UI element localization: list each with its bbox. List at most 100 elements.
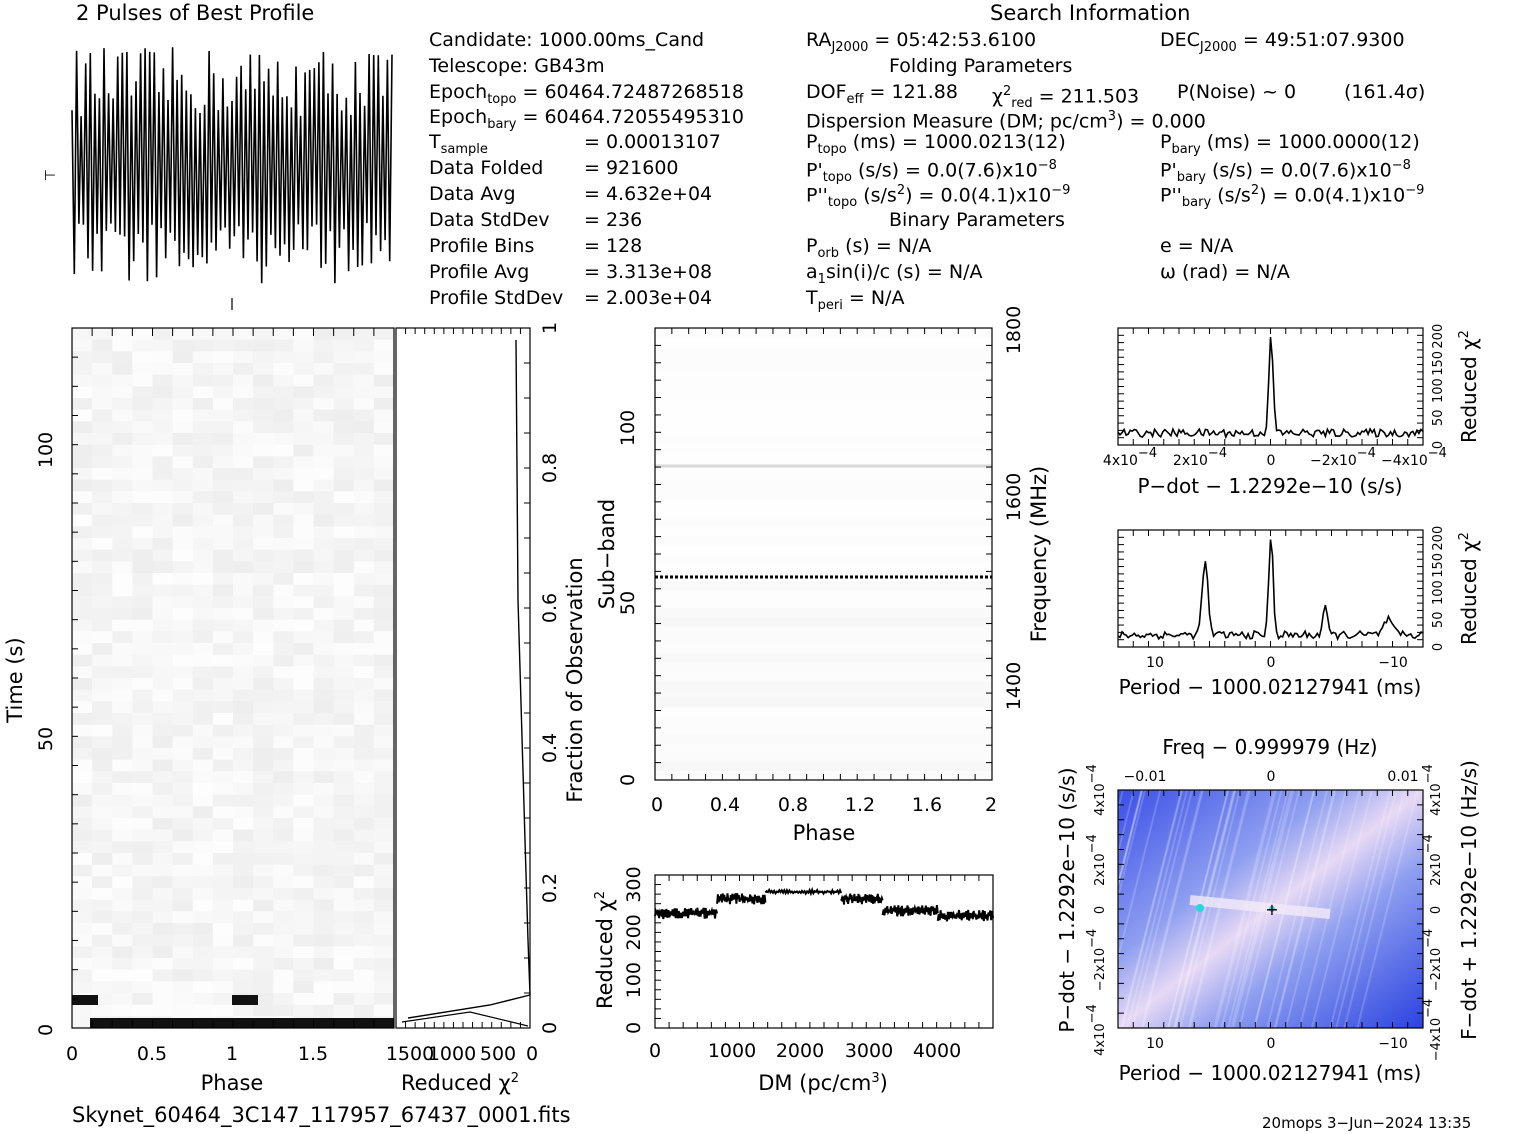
heatmap-cell: [253, 969, 274, 982]
heatmap-cell: [293, 678, 314, 691]
heatmap-cell: [92, 619, 113, 632]
heatmap-cell: [92, 374, 113, 387]
heatmap-cell: [212, 806, 234, 819]
heatmap-cell: [273, 433, 294, 446]
heatmap-cell: [253, 596, 274, 609]
heatmap-cell: [353, 724, 375, 737]
heatmap-cell: [112, 433, 133, 446]
omega-line: ω (rad) = N/A: [1160, 261, 1290, 283]
heatmap-cell: [212, 841, 234, 854]
heatmap-cell: [333, 654, 355, 667]
heatmap-row: [655, 463, 992, 474]
heatmap-cell: [253, 351, 274, 364]
heatmap-cell: [172, 934, 194, 947]
heatmap-cell: [72, 503, 93, 516]
heatmap-cell: [172, 666, 194, 679]
heatmap-cell: [333, 561, 355, 574]
heatmap-cell: [212, 993, 234, 1006]
heatmap-cell: [273, 596, 294, 609]
heatmap-cell: [233, 724, 254, 737]
heatmap-cell: [192, 934, 214, 947]
heatmap-cell: [212, 503, 234, 516]
heatmap-cell: [293, 374, 314, 387]
heatmap-cell: [72, 701, 93, 714]
error-bar-icon: ⊢: [44, 168, 56, 184]
profile-bins-value: = 128: [584, 235, 643, 257]
heatmap-cell: [192, 911, 214, 924]
heatmap-cell: [172, 573, 194, 586]
heatmap-cell: [172, 841, 194, 854]
time-phase-plot: 0 0.5 1 1.5 0 50 100 Phase Time (s): [3, 327, 395, 1095]
heatmap-cell: [293, 596, 314, 609]
heatmap-cell: [253, 409, 274, 422]
heatmap-cell: [72, 759, 93, 772]
heatmap-cell: [172, 853, 194, 866]
heatmap-row: [655, 517, 992, 528]
heatmap-cell: [172, 713, 194, 726]
heatmap-cell: [192, 876, 214, 889]
heatmap-cell: [313, 736, 335, 749]
heatmap-cell: [132, 514, 153, 527]
heatmap-cell: [112, 538, 133, 551]
heatmap-cell: [353, 771, 375, 784]
heatmap-cell: [313, 771, 335, 784]
heatmap-cell: [253, 736, 274, 749]
heatmap-cell: [172, 339, 194, 352]
heatmap-cell: [293, 783, 314, 796]
heatmap-cell: [152, 619, 174, 632]
heatmap-cell: [92, 433, 113, 446]
x-tick-label: 2: [985, 794, 997, 816]
heatmap-cell: [313, 829, 335, 842]
heatmap-cell: [192, 631, 214, 644]
heatmap-cell: [373, 724, 395, 737]
heatmap-cell: [172, 374, 194, 387]
x-tick-label: 0: [649, 1040, 661, 1062]
heatmap-cell: [92, 468, 113, 481]
heatmap-cell: [192, 374, 214, 387]
heatmap-cell: [353, 491, 375, 504]
heatmap-cell: [373, 561, 395, 574]
heatmap-cell: [273, 678, 294, 691]
heatmap-cell: [273, 771, 294, 784]
stripe: [1187, 789, 1250, 1029]
heatmap-cell: [353, 666, 375, 679]
heatmap-cell: [333, 923, 355, 936]
heatmap-cell: [72, 771, 93, 784]
heatmap-cell: [112, 923, 133, 936]
heatmap-cell: [353, 468, 375, 481]
heatmap-cell: [273, 888, 294, 901]
heatmap-row: [655, 526, 992, 537]
heatmap-cell: [212, 561, 234, 574]
heatmap-cell: [192, 398, 214, 411]
heatmap-row: [655, 481, 992, 492]
heatmap-cell: [333, 374, 355, 387]
y-axis-label: Reduced χ2: [593, 891, 617, 1009]
heatmap-cell: [353, 421, 375, 434]
heatmap-row: [655, 563, 992, 573]
heatmap-cell: [132, 946, 153, 959]
stripe: [1121, 789, 1184, 1029]
heatmap-cell: [192, 468, 214, 481]
heatmap-cell: [293, 328, 314, 341]
heatmap-cell: [273, 526, 294, 539]
heatmap-cell: [172, 631, 194, 644]
heatmap-cell: [72, 491, 93, 504]
heatmap-cell: [373, 409, 395, 422]
heatmap-cell: [192, 538, 214, 551]
heatmap-cell: [72, 841, 93, 854]
heatmap-cell: [192, 736, 214, 749]
heatmap-cell: [313, 526, 335, 539]
heatmap-cell: [72, 958, 93, 971]
y-tick-label: 150: [1431, 351, 1446, 376]
heatmap-cell: [313, 374, 335, 387]
heatmap-cell: [192, 444, 214, 457]
heatmap-row: [655, 364, 992, 374]
heatmap-cell: [112, 783, 133, 796]
heatmap-cell: [112, 958, 133, 971]
heatmap-cell: [172, 409, 194, 422]
heatmap-cell: [233, 619, 254, 632]
y-tick-label: 300: [623, 866, 645, 902]
x-tick-label: 2000: [776, 1040, 824, 1062]
candidate-line: Candidate: 1000.00ms_Cand: [429, 29, 705, 51]
x-tick-label: 0.01: [1387, 769, 1418, 785]
